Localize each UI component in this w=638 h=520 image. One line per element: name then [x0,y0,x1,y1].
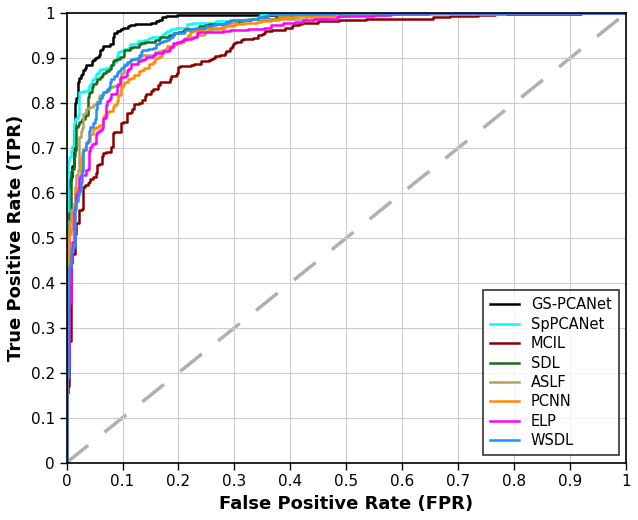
SpPCANet [63,328,70,334]
ELP [612,10,620,16]
WSDL [330,10,338,16]
SDL [612,10,620,16]
SpPCANet [623,10,630,16]
PCNN [228,23,235,30]
GS-PCANet [63,328,70,334]
ELP [63,460,70,466]
ELP [425,10,433,16]
Line: SDL: SDL [66,13,627,463]
ASLF [225,21,233,28]
ASLF [63,460,70,466]
Legend: GS-PCANet, SpPCANet, MCIL, SDL, ASLF, PCNN, ELP, WSDL: GS-PCANet, SpPCANet, MCIL, SDL, ASLF, PC… [483,290,619,456]
SDL [63,460,70,466]
PCNN [63,328,70,334]
SDL [327,10,335,16]
X-axis label: False Positive Rate (FPR): False Positive Rate (FPR) [219,495,473,513]
SpPCANet [424,10,431,16]
SpPCANet [63,460,70,466]
SDL [63,338,70,344]
PCNN [63,338,70,344]
GS-PCANet [214,12,221,18]
ASLF [106,85,114,92]
GS-PCANet [63,460,70,466]
GS-PCANet [411,10,419,16]
MCIL [130,105,138,111]
SDL [95,76,103,82]
SpPCANet [63,338,70,344]
PCNN [114,92,122,98]
MCIL [67,331,75,337]
SpPCANet [221,18,228,24]
ELP [66,330,73,336]
Line: MCIL: MCIL [66,13,627,463]
MCIL [243,36,251,42]
WSDL [105,84,112,90]
Line: ELP: ELP [66,13,627,463]
PCNN [612,10,620,16]
ASLF [623,10,630,16]
GS-PCANet [63,338,70,344]
SpPCANet [63,223,70,229]
WSDL [71,229,78,236]
SpPCANet [92,74,100,80]
WSDL [63,460,70,466]
GS-PCANet [623,10,630,16]
ELP [232,27,240,33]
SDL [66,225,73,231]
ASLF [63,338,70,344]
SDL [63,328,70,334]
PCNN [501,10,508,16]
MCIL [577,10,585,16]
GS-PCANet [81,65,89,71]
Line: GS-PCANet: GS-PCANet [66,13,627,463]
WSDL [612,10,620,16]
PCNN [67,226,75,232]
ASLF [612,10,620,16]
SpPCANet [612,10,620,16]
MCIL [66,341,73,347]
Line: SpPCANet: SpPCANet [66,13,627,463]
Line: PCNN: PCNN [66,13,627,463]
MCIL [63,460,70,466]
ASLF [66,225,73,231]
WSDL [224,20,232,26]
WSDL [64,329,72,335]
PCNN [623,10,630,16]
ELP [66,341,73,347]
WSDL [64,339,72,345]
ASLF [358,10,366,16]
PCNN [63,460,70,466]
MCIL [612,10,620,16]
ASLF [63,328,70,334]
Line: ASLF: ASLF [66,13,627,463]
ELP [70,228,77,234]
GS-PCANet [64,224,72,230]
GS-PCANet [612,10,620,16]
ELP [623,10,630,16]
Y-axis label: True Positive Rate (TPR): True Positive Rate (TPR) [7,115,25,361]
SDL [222,19,230,25]
WSDL [623,10,630,16]
SDL [623,10,630,16]
MCIL [73,230,80,237]
ELP [112,89,119,96]
Line: WSDL: WSDL [66,13,627,463]
MCIL [623,10,630,16]
